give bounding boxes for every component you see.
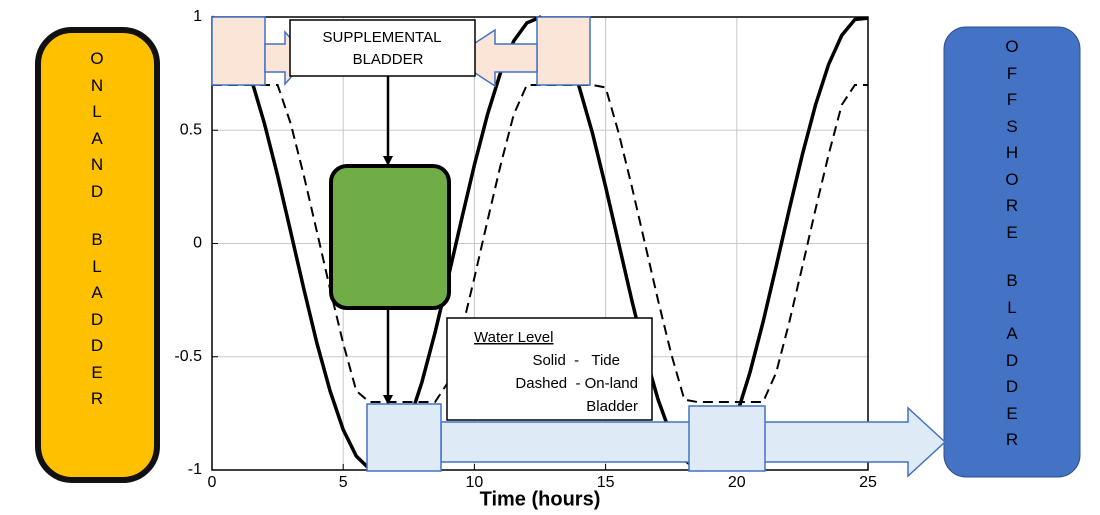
overlay: SUPPLEMENTAL BLADDER Water Level Solid -… (35, 16, 1081, 483)
legend-line: Bladder (586, 398, 638, 415)
blue-square (688, 405, 766, 472)
legend-title: Water Level (474, 329, 553, 346)
onland-bladder-box (35, 27, 160, 483)
legend-line: Dashed - On-land (515, 375, 638, 392)
supplemental-box (289, 19, 476, 77)
onland-label: ONLAND BLADDER (90, 46, 104, 413)
onland-word: ONLAND (90, 49, 104, 201)
x-tick-label: 25 (859, 474, 877, 491)
y-tick-label: -1 (188, 461, 202, 478)
offshore-label: OFFSHORE BLADDER (1005, 34, 1019, 454)
blue-square (366, 403, 442, 472)
x-tick-label: 20 (728, 474, 746, 491)
legend-box (446, 317, 653, 421)
x-tick-label: 5 (339, 474, 348, 491)
green-box (329, 164, 451, 310)
legend-line: Solid - Tide (532, 352, 620, 369)
y-tick-label: 0 (193, 235, 202, 252)
pink-square (211, 16, 266, 86)
supplemental-label: SUPPLEMENTAL (323, 29, 442, 46)
y-tick-label: 1 (193, 8, 202, 25)
x-tick-label: 10 (466, 474, 484, 491)
x-tick-label: 15 (597, 474, 615, 491)
onland-word: BLADDER (90, 230, 104, 408)
pink-square (536, 16, 591, 86)
x-tick-label: 0 (208, 474, 217, 491)
offshore-word: OFFSHORE (1005, 37, 1019, 242)
offshore-bladder-box (943, 26, 1081, 478)
supplemental-label: BLADDER (353, 51, 424, 68)
offshore-word: BLADDER (1005, 271, 1019, 449)
y-tick-label: -0.5 (174, 348, 202, 365)
y-tick-label: 0.5 (180, 121, 202, 138)
x-axis-label: Time (hours) (480, 488, 601, 510)
